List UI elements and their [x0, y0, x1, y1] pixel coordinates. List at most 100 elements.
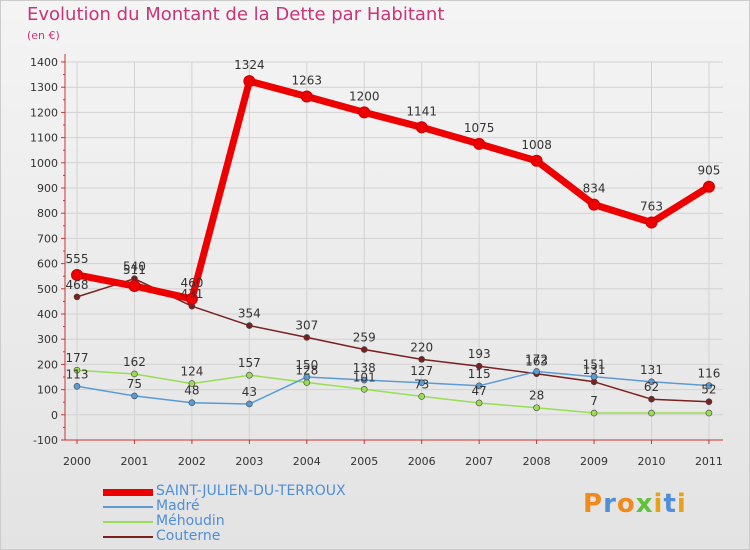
- data-point: [128, 280, 141, 293]
- data-label: 124: [180, 365, 203, 379]
- data-label: 1200: [349, 89, 380, 103]
- data-point: [185, 292, 198, 305]
- data-point: [645, 216, 658, 229]
- data-point: [705, 398, 713, 405]
- y-tick-label: 1400: [30, 56, 58, 69]
- data-label: 73: [414, 377, 429, 391]
- x-tick-label: 2005: [350, 455, 378, 468]
- data-label: 162: [123, 355, 146, 369]
- logo-letter: i: [676, 489, 687, 519]
- y-tick-label: 600: [37, 258, 58, 271]
- data-point: [246, 322, 253, 329]
- data-label: 131: [640, 363, 663, 377]
- y-tick-label: 100: [37, 384, 58, 397]
- x-tick-label: 2011: [695, 455, 723, 468]
- data-label: 28: [529, 389, 544, 403]
- logo-letter: t: [663, 489, 677, 519]
- y-tick-label: 400: [37, 308, 58, 321]
- series-line: [73, 77, 713, 303]
- data-point: [131, 392, 138, 400]
- data-point: [243, 75, 256, 88]
- y-tick-label: 1200: [30, 106, 58, 119]
- data-point: [530, 154, 543, 167]
- data-label: 7: [590, 394, 598, 408]
- y-tick-label: 1000: [30, 157, 58, 170]
- data-point: [702, 180, 715, 193]
- logo-letter: o: [616, 489, 636, 519]
- data-label: 157: [238, 356, 261, 370]
- data-label: 511: [123, 263, 146, 277]
- y-tick-label: 0: [51, 409, 58, 422]
- series-line: [76, 277, 710, 403]
- chart-title: Evolution du Montant de la Dette par Hab…: [27, 4, 445, 25]
- data-label: 75: [127, 377, 142, 391]
- data-point: [73, 383, 81, 390]
- data-label: 1324: [234, 58, 265, 72]
- legend-swatch: [103, 506, 153, 508]
- data-label: 172: [525, 352, 548, 366]
- data-point: [358, 106, 371, 119]
- data-label: 763: [640, 200, 663, 214]
- data-label: 116: [697, 367, 720, 381]
- data-label: 1263: [292, 74, 323, 88]
- data-point: [73, 293, 81, 301]
- data-point: [303, 373, 311, 381]
- proxiti-logo: Proxiti: [583, 489, 687, 519]
- legend-label: Méhoudin: [156, 513, 225, 529]
- data-point: [475, 382, 483, 390]
- line-chart: -100 0 100 200 300 400 500 600 700 800 900 1000 1100…: [30, 54, 723, 468]
- data-point: [705, 409, 713, 417]
- data-label: 115: [468, 367, 491, 381]
- data-label: 163: [525, 355, 548, 369]
- data-label: 43: [242, 385, 257, 399]
- x-tick-label: 2003: [235, 455, 263, 468]
- data-point: [533, 404, 540, 412]
- y-tick-label: 500: [37, 283, 58, 296]
- data-label: 834: [583, 182, 606, 196]
- x-tick-label: 2002: [178, 455, 206, 468]
- data-label: 905: [697, 164, 720, 178]
- data-point: [188, 399, 196, 407]
- y-tick-label: 200: [37, 358, 58, 371]
- data-point: [131, 370, 138, 378]
- data-label: 101: [353, 370, 376, 384]
- data-label: 555: [66, 252, 89, 266]
- data-point: [360, 386, 368, 393]
- legend-swatch: [103, 488, 153, 496]
- series-line: [76, 370, 710, 405]
- data-label: 193: [468, 347, 491, 361]
- legend-swatch: [103, 536, 153, 538]
- legend-label: SAINT-JULIEN-DU-TERROUX: [156, 483, 346, 499]
- data-point: [188, 380, 196, 387]
- data-point: [475, 362, 483, 370]
- data-label: 127: [410, 364, 433, 378]
- x-tick-label: 2007: [465, 455, 493, 468]
- data-label: 48: [184, 384, 199, 398]
- data-point: [533, 368, 540, 375]
- logo-letter: P: [583, 489, 604, 519]
- data-label: 131: [583, 363, 606, 377]
- logo-letter: x: [635, 489, 654, 519]
- y-tick-label: 300: [37, 333, 58, 346]
- logo-letter: r: [603, 489, 617, 519]
- x-tick-label: 2004: [293, 455, 321, 468]
- data-point: [475, 399, 483, 407]
- data-point: [590, 373, 598, 381]
- data-label: 460: [180, 276, 203, 290]
- data-label: 62: [644, 380, 659, 394]
- legend-label: Couterne: [156, 528, 221, 544]
- y-tick-label: 800: [37, 207, 58, 220]
- x-tick-label: 2000: [63, 455, 91, 468]
- y-tick-label: 900: [37, 182, 58, 195]
- data-point: [648, 378, 655, 386]
- x-tick-label: 2008: [523, 455, 551, 468]
- y-tick-label: -100: [33, 434, 58, 447]
- data-point: [648, 395, 655, 403]
- data-point: [473, 137, 486, 150]
- data-label: 431: [180, 287, 203, 301]
- data-point: [418, 356, 426, 363]
- x-tick-label: 2010: [638, 455, 666, 468]
- data-label: 1075: [464, 121, 495, 135]
- legend-label: Madré: [156, 498, 200, 514]
